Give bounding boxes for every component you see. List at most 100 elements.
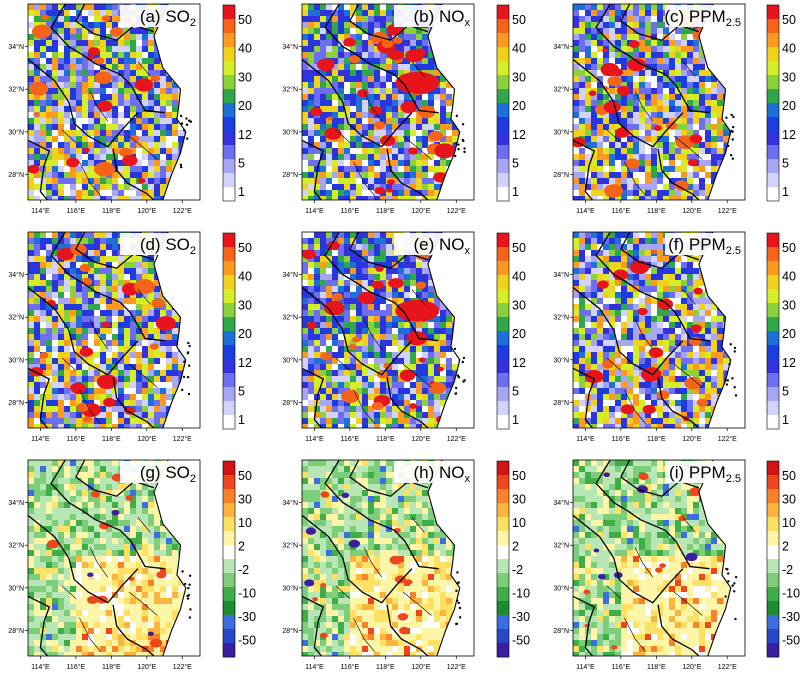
colorbar-swatch [767, 373, 779, 388]
colorbar-swatch [497, 5, 509, 20]
colorbar-label: 50 [782, 469, 796, 483]
map-frame [572, 3, 746, 201]
colorbar: 50 40 30 20 12 5 1 [496, 4, 526, 202]
colorbar-label: 2 [782, 540, 789, 554]
colorbar-swatch [223, 545, 235, 560]
panel-label: (e) NO [414, 235, 465, 254]
lon-tick-label: 122°E [718, 663, 737, 671]
panel-title: (i) PPM2.5 [665, 461, 744, 485]
colorbar-swatch [223, 19, 235, 34]
lon-tick-label: 118°E [376, 435, 395, 443]
colorbar-swatch [767, 131, 779, 146]
colorbar-swatch [767, 489, 779, 504]
lon-tick-label: 120°E [411, 435, 430, 443]
colorbar-swatch [497, 145, 509, 160]
colorbar-label: 1 [238, 185, 245, 199]
emission-field [28, 4, 200, 200]
colorbar-label: 12 [782, 356, 796, 370]
lon-tick-label: 114°E [305, 663, 324, 671]
colorbar-swatch [497, 275, 509, 290]
emission-field [302, 460, 474, 656]
lon-tick-label: 118°E [376, 207, 395, 215]
colorbar-swatch [767, 643, 779, 658]
lon-tick-label: 120°E [411, 207, 430, 215]
colorbar-label: -10 [782, 587, 800, 601]
species-subscript: 2 [190, 17, 196, 29]
colorbar-swatch [223, 89, 235, 104]
colorbar-label: 20 [238, 327, 252, 341]
map-frame [572, 459, 746, 657]
panel-label: (h) NO [414, 463, 465, 482]
colorbar-swatch [767, 261, 779, 276]
lon-tick-label: 122°E [173, 207, 192, 215]
colorbar-swatch [767, 303, 779, 318]
province-borders [573, 460, 732, 656]
colorbar-swatch [767, 75, 779, 90]
colorbar-swatch [497, 247, 509, 262]
colorbar: 50 40 30 20 12 5 1 [222, 232, 252, 430]
colorbar-swatch [767, 615, 779, 630]
colorbar-swatch [767, 33, 779, 48]
colorbar-swatch [497, 401, 509, 416]
panel-label: (g) SO [140, 463, 190, 482]
colorbar-swatch [767, 145, 779, 160]
colorbar-swatch [497, 317, 509, 332]
lat-tick-label: 34°N [8, 271, 24, 279]
colorbar-label: -30 [782, 610, 800, 624]
lon-tick-label: 114°E [576, 435, 595, 443]
colorbar-swatch [223, 415, 235, 430]
colorbar-swatch [767, 415, 779, 430]
lat-tick-label: 30°N [282, 584, 298, 592]
colorbar-swatch [223, 475, 235, 490]
colorbar-label: 30 [512, 493, 526, 507]
map-panel-h: (h) NOx 34°N 32°N 30°N 28°N 114°E 116°E 118°E 12… [282, 459, 530, 671]
emission-field [302, 4, 474, 200]
species-subscript: 2.5 [726, 17, 741, 29]
colorbar-swatch [497, 503, 509, 518]
colorbar-swatch [223, 247, 235, 262]
lat-tick-label: 28°N [553, 171, 569, 179]
panel-title: (b) NOx [394, 5, 473, 29]
colorbar-label: 40 [512, 42, 526, 56]
colorbar-swatch [767, 573, 779, 588]
colorbar-swatch [223, 503, 235, 518]
colorbar-label: -10 [238, 587, 256, 601]
colorbar-swatch [223, 131, 235, 146]
colorbar-label: 30 [782, 298, 796, 312]
species-subscript: 2 [190, 245, 196, 257]
lat-tick-label: 28°N [553, 399, 569, 407]
colorbar-swatch [497, 545, 509, 560]
colorbar-swatch [223, 345, 235, 360]
panel-title: (a) SO2 [120, 5, 199, 29]
colorbar-swatch [223, 61, 235, 76]
emission-field [573, 232, 745, 428]
colorbar-swatch [767, 247, 779, 262]
colorbar-swatch [223, 261, 235, 276]
panel-title: (e) NOx [394, 233, 473, 257]
colorbar-swatch [497, 517, 509, 532]
colorbar-swatch [497, 331, 509, 346]
lat-tick-label: 34°N [282, 271, 298, 279]
lon-tick-label: 120°E [682, 207, 701, 215]
colorbar-swatch [497, 373, 509, 388]
colorbar-label: 20 [782, 327, 796, 341]
colorbar-swatch [767, 159, 779, 174]
colorbar-swatch [767, 559, 779, 574]
lon-tick-label: 118°E [102, 207, 121, 215]
colorbar-swatch [223, 373, 235, 388]
lat-tick-label: 30°N [282, 128, 298, 136]
colorbar-label: 50 [512, 469, 526, 483]
species-subscript: x [465, 17, 471, 29]
colorbar-swatch [767, 187, 779, 202]
svg-text:(a) SO2: (a) SO2 [140, 7, 196, 29]
colorbar-label: 30 [238, 298, 252, 312]
lat-tick-label: 34°N [282, 43, 298, 51]
colorbar-swatch [497, 615, 509, 630]
lon-tick-label: 122°E [173, 663, 192, 671]
colorbar-label: -50 [512, 634, 530, 648]
province-borders [302, 4, 461, 200]
colorbar: 50 40 30 20 12 5 1 [222, 4, 252, 202]
emission-field [28, 460, 200, 656]
colorbar-swatch [767, 289, 779, 304]
